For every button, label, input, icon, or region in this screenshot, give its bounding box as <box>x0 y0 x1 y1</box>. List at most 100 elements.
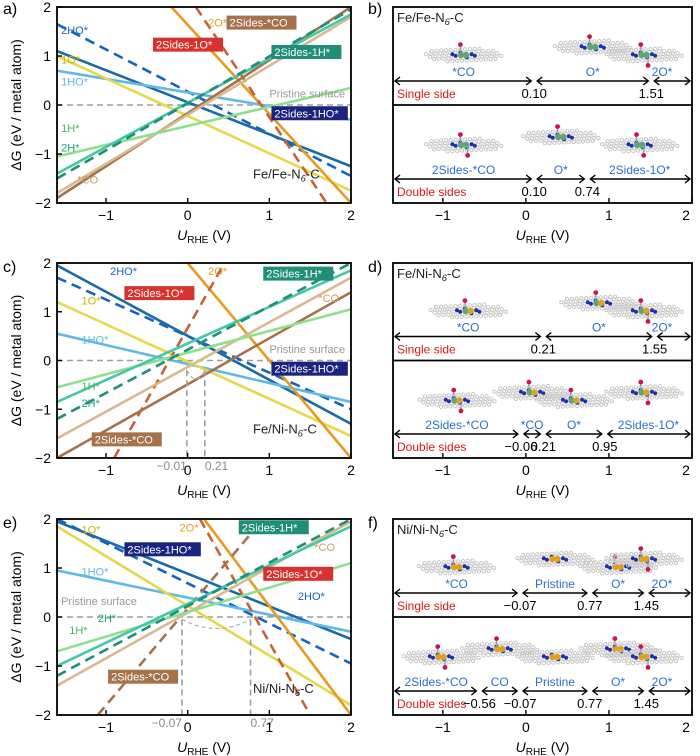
carbon-atom <box>544 649 550 655</box>
arrow-head-left <box>521 588 529 598</box>
nitrogen-atom <box>489 647 494 652</box>
molecule-sheet-illustration <box>423 132 504 158</box>
carbon-atom <box>525 552 530 558</box>
side-label: Double sides <box>397 185 466 199</box>
metal-atom <box>450 563 458 571</box>
carbon-atom <box>437 393 442 399</box>
metal-atom <box>573 397 580 404</box>
carbon-atom <box>564 296 570 302</box>
panel-letter: d) <box>368 259 382 276</box>
phase-region-label: 2O* <box>652 321 673 335</box>
series-label: 2HO* <box>298 591 326 603</box>
carbon-atom <box>630 299 635 304</box>
x-tick-label: 0 <box>184 719 192 735</box>
metal-atom <box>457 141 465 149</box>
carbon-atom <box>520 650 526 656</box>
nitrogen-atom <box>505 646 510 651</box>
carbon-atom <box>624 304 629 309</box>
carbon-atom <box>648 302 653 308</box>
phase-region-label: *CO <box>521 418 544 432</box>
chart-panel-e: e) −0.07 0.77 1O* 2O* 2Sides-1H* *CO 2Sides-1HO… <box>3 511 355 756</box>
carbon-atom <box>671 552 676 557</box>
carbon-atom <box>666 304 671 310</box>
carbon-atom <box>427 394 432 399</box>
arrow-head-right <box>684 429 692 439</box>
carbon-atom <box>661 651 667 656</box>
metal-atom <box>455 563 463 571</box>
carbon-atom <box>612 294 618 299</box>
nitrogen-atom <box>458 309 463 314</box>
metal-atom <box>643 653 650 661</box>
carbon-atom <box>522 642 527 648</box>
metal-atom <box>462 307 469 315</box>
nitrogen-atom <box>630 308 635 313</box>
carbon-atom <box>679 557 684 563</box>
carbon-atom <box>609 48 615 54</box>
series-line--co <box>57 276 351 440</box>
nitrogen-atom <box>564 557 569 562</box>
series-label-box <box>238 520 309 535</box>
metal-atom <box>467 307 474 315</box>
series-label: 2H* <box>98 613 117 625</box>
carbon-atom <box>633 47 639 53</box>
chart-panel-a: a) 2HO* 1O* 1HO* 1H* 2H* *CO 2O* 2Sides-*CO 2Side… <box>3 0 355 246</box>
carbon-atom <box>639 137 644 142</box>
carbon-atom <box>578 392 583 397</box>
nitrogen-atom <box>604 564 609 569</box>
series-label: 2Sides-1HO* <box>274 364 339 376</box>
carbon-atom <box>455 559 461 564</box>
carbon-atom <box>593 560 598 565</box>
x-tick-label: −1 <box>435 207 451 223</box>
carbon-atom <box>459 645 465 651</box>
y-tick-label: −2 <box>35 450 51 466</box>
series-label: 2O* <box>180 522 200 534</box>
oxygen-atom <box>458 408 464 414</box>
carbon-atom <box>629 47 634 53</box>
carbon-atom <box>467 303 472 308</box>
arrow-head-right <box>684 76 692 86</box>
carbon-atom <box>430 649 436 655</box>
series-label: 2H* <box>61 143 80 155</box>
nitrogen-atom <box>583 399 588 404</box>
series-label-box <box>124 286 195 301</box>
carbon-atom <box>633 551 639 557</box>
carbon-atom <box>479 394 484 399</box>
metal-atom <box>498 645 506 653</box>
carbon-atom <box>453 47 458 53</box>
nitrogen-atom <box>465 565 470 570</box>
carbon-atom <box>583 295 589 301</box>
phase-boundary-value: 1.45 <box>634 598 659 613</box>
phase-region-label: 2Sides-*CO <box>405 675 468 689</box>
carbon-atom <box>578 131 583 136</box>
carbon-atom <box>609 399 614 404</box>
carbon-atom <box>401 653 406 659</box>
molecule-sheet-illustration <box>401 644 481 670</box>
nitrogen-atom <box>431 655 435 660</box>
x-tick-label: −1 <box>98 207 114 223</box>
series-line-2sides-1o- <box>198 519 312 715</box>
carbon-atom <box>450 648 455 654</box>
series-label: *CO <box>77 174 98 186</box>
nitrogen-atom <box>634 53 638 58</box>
series-label: 1O* <box>82 525 102 537</box>
arrow-head-right <box>684 331 692 342</box>
nitrogen-atom <box>466 399 471 404</box>
nitrogen-atom <box>463 397 467 402</box>
carbon-atom <box>535 552 540 557</box>
side-label: Single side <box>397 343 456 357</box>
carbon-atom <box>643 551 648 556</box>
carbon-atom <box>539 394 545 399</box>
arrow-head-left <box>648 588 655 598</box>
nitrogen-atom <box>570 135 574 140</box>
series-label: *CO <box>314 542 335 554</box>
carbon-atom <box>572 651 578 656</box>
carbon-atom <box>675 143 680 149</box>
molecule-sheet-illustration <box>599 132 680 158</box>
phase-boundary-value: 0.21 <box>531 439 556 454</box>
carbon-atom <box>554 393 559 399</box>
carbon-atom <box>446 559 451 565</box>
carbon-atom <box>661 305 667 310</box>
carbon-atom <box>648 648 653 654</box>
carbon-atom <box>499 307 504 312</box>
series-label: 1HO* <box>82 566 110 578</box>
